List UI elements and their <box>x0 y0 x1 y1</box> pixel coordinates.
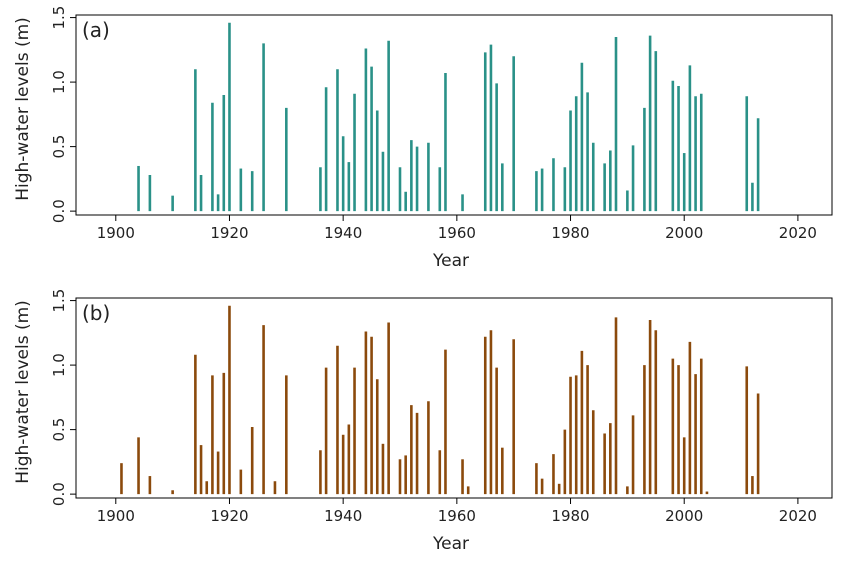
y-tick-label: 1.0 <box>50 70 68 94</box>
x-tick-label: 1920 <box>210 224 248 242</box>
x-tick-label: 1940 <box>324 224 362 242</box>
x-tick-label: 2020 <box>779 507 817 525</box>
panel-label: (b) <box>82 301 110 325</box>
y-axis-title: High-water levels (m) <box>13 17 33 201</box>
y-tick-label: 1.5 <box>50 289 68 313</box>
y-tick-label: 1.5 <box>50 6 68 30</box>
x-axis-title: Year <box>432 251 469 271</box>
plot-frame <box>75 14 833 216</box>
x-tick-label: 2000 <box>665 224 703 242</box>
x-tick-label: 1960 <box>438 507 476 525</box>
x-tick-label: 1980 <box>551 507 589 525</box>
x-tick-label: 2000 <box>665 507 703 525</box>
x-tick-label: 1980 <box>551 224 589 242</box>
x-tick-label: 1940 <box>324 507 362 525</box>
y-tick-label: 0.5 <box>50 418 68 442</box>
x-tick-label: 2020 <box>779 224 817 242</box>
x-tick-label: 1960 <box>438 224 476 242</box>
x-axis-title: Year <box>432 534 469 554</box>
x-tick-label: 1900 <box>97 224 135 242</box>
panel-b: 1900 1920 1940 1960 1980 2000 2020 0.0 0.5 1.0 1.5… <box>13 289 833 554</box>
y-tick-label: 0.0 <box>50 199 68 223</box>
x-tick-label: 1900 <box>97 507 135 525</box>
panel-label: (a) <box>82 18 110 42</box>
y-axis-title: High-water levels (m) <box>13 300 33 484</box>
y-tick-label: 1.0 <box>50 353 68 377</box>
x-tick-label: 1920 <box>210 507 248 525</box>
y-tick-label: 0.5 <box>50 135 68 159</box>
panel-a: 1900 1920 1940 1960 1980 2000 2020 0.0 0.5 1.0 1.5… <box>13 6 833 271</box>
y-tick-label: 0.0 <box>50 482 68 506</box>
plot-frame <box>75 297 833 499</box>
